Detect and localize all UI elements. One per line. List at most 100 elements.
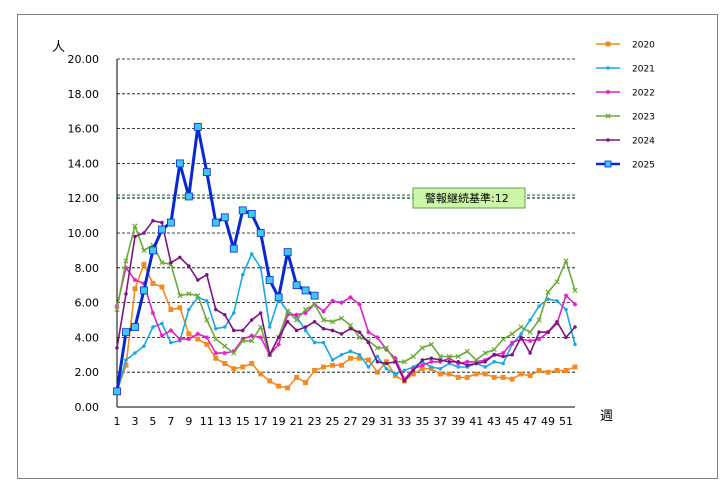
data-point <box>258 324 264 330</box>
marker-stroke <box>168 328 173 333</box>
marker-stroke <box>294 312 299 317</box>
data-point <box>123 258 129 264</box>
data-point <box>292 281 301 290</box>
legend-swatch-marker <box>605 113 611 119</box>
data-point <box>302 306 309 313</box>
legend-item-2024: 2024 <box>596 137 655 147</box>
data-point <box>238 206 247 215</box>
legend-item-2025: 2025 <box>596 161 655 171</box>
y-tick-labels: 0.00 2.00 4.00 6.00 8.00 10.00 12.00 14.00 16.00… <box>68 53 100 414</box>
y-tick-label: 20.00 <box>68 53 100 66</box>
marker-stroke <box>518 324 524 330</box>
marker-stroke <box>177 337 182 342</box>
marker-stroke <box>420 363 425 368</box>
data-point <box>205 299 209 303</box>
data-point <box>465 359 470 364</box>
data-point <box>393 360 398 364</box>
y-tick-label: 18.00 <box>68 88 100 101</box>
x-tick-label: 3 <box>131 415 138 428</box>
marker-stroke <box>356 334 363 341</box>
data-point <box>159 333 165 338</box>
data-point <box>220 213 229 222</box>
data-point <box>258 335 263 340</box>
threshold-annotation-text: 警報継続基準:12 <box>425 191 509 205</box>
data-point <box>330 362 335 368</box>
data-point <box>214 307 218 312</box>
data-point <box>267 378 273 384</box>
data-point <box>420 358 425 362</box>
data-point <box>338 315 345 321</box>
data-point <box>510 353 514 357</box>
threshold-annotation-label: 警報継続基準: <box>425 191 495 205</box>
data-point <box>114 306 120 313</box>
data-point <box>465 363 469 367</box>
data-point <box>294 328 299 333</box>
data-point <box>141 261 147 267</box>
series-line-2021 <box>116 253 576 392</box>
series-2025 <box>113 122 319 396</box>
data-point <box>211 218 220 227</box>
marker-stroke <box>249 338 255 344</box>
data-point <box>402 368 407 373</box>
data-point <box>563 258 569 264</box>
data-point <box>310 291 319 300</box>
data-point <box>166 218 175 227</box>
data-point <box>492 360 496 364</box>
data-point <box>258 371 264 377</box>
data-point <box>186 336 192 342</box>
data-point <box>249 361 255 366</box>
marker-stroke <box>545 289 551 295</box>
data-point <box>536 368 542 373</box>
data-point <box>231 350 237 356</box>
marker-stroke <box>410 353 416 360</box>
data-point <box>473 371 479 377</box>
data-point <box>267 353 272 357</box>
x-tick-label: 11 <box>200 415 214 428</box>
data-point <box>554 279 560 285</box>
marker-stroke <box>303 311 308 315</box>
data-point <box>519 335 523 340</box>
marker-stroke <box>464 348 470 354</box>
marker-stroke <box>366 330 371 335</box>
marker-stroke <box>231 350 237 356</box>
data-point <box>509 331 515 337</box>
data-point <box>438 366 443 371</box>
x-tick-label: 1 <box>114 415 121 428</box>
x-tick-label: 41 <box>469 415 483 428</box>
data-point <box>240 273 245 277</box>
y-tick-label: 10.00 <box>68 227 100 240</box>
data-point <box>339 362 344 368</box>
data-point <box>545 289 551 295</box>
data-point <box>347 322 354 328</box>
data-point <box>348 355 353 361</box>
marker-stroke <box>330 298 335 303</box>
marker-stroke <box>240 338 246 344</box>
data-point <box>205 273 209 277</box>
data-point <box>482 371 488 377</box>
data-point <box>536 317 542 323</box>
x-axis-label: 週 <box>600 409 613 424</box>
data-point <box>501 354 505 359</box>
data-point <box>528 351 532 355</box>
data-point <box>169 260 173 265</box>
data-point <box>375 360 380 364</box>
data-point <box>320 317 327 323</box>
data-point <box>240 338 246 344</box>
data-point <box>329 319 336 325</box>
data-point <box>293 317 300 323</box>
threshold-annotation-box <box>412 187 526 209</box>
data-point <box>555 299 559 303</box>
data-point <box>366 329 371 335</box>
data-point <box>509 340 515 345</box>
x-tick-label: 13 <box>218 415 232 428</box>
data-point <box>420 363 425 368</box>
data-point <box>231 328 236 333</box>
data-point <box>131 323 139 331</box>
marker-stroke <box>186 291 192 297</box>
data-point <box>150 281 156 286</box>
marker-stroke <box>455 353 461 360</box>
data-point <box>384 361 389 366</box>
data-point <box>455 374 461 380</box>
data-point <box>223 325 227 329</box>
marker-stroke <box>133 278 137 282</box>
